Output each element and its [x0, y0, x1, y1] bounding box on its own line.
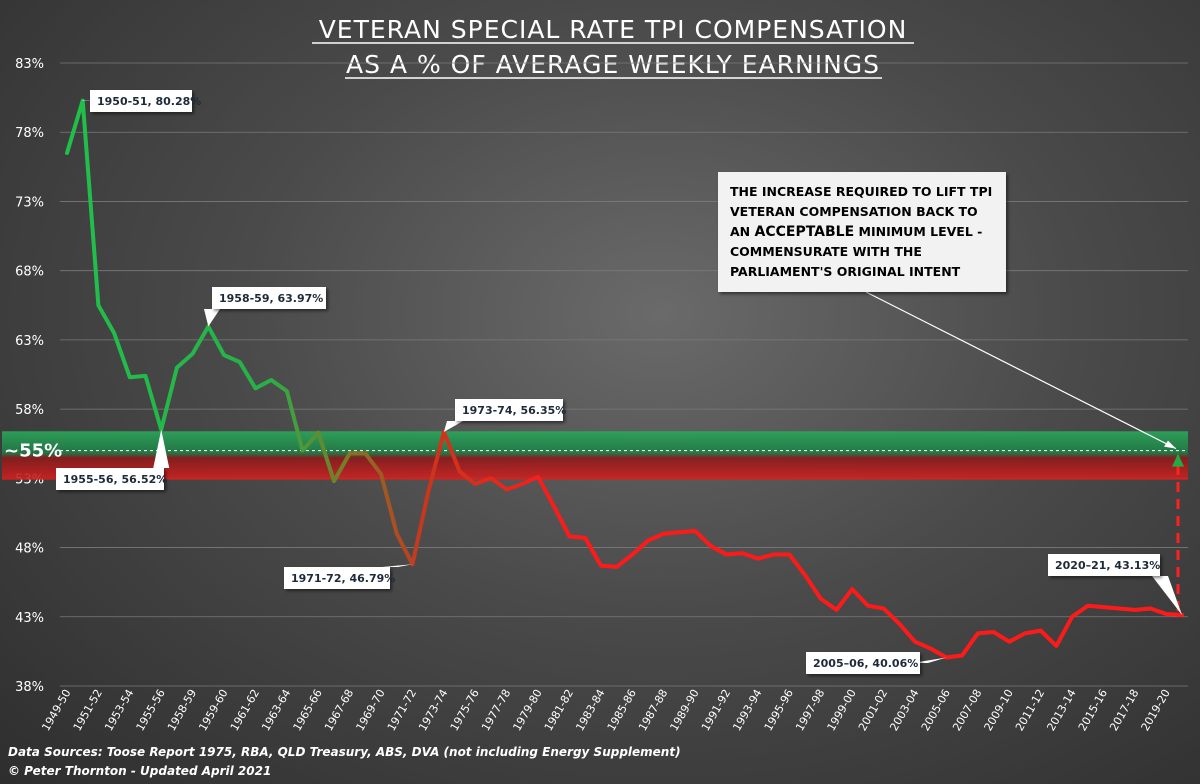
y-tick-label: 38% — [15, 680, 44, 695]
y-tick-label: 48% — [15, 542, 44, 557]
chart-title-line-1: VETERAN SPECIAL RATE TPI COMPENSATION — [319, 15, 908, 44]
note-box-line-3: AN ACCEPTABLE MINIMUM LEVEL - — [730, 224, 982, 240]
callout: 1950-51, 80.28% — [82, 90, 201, 112]
callout-box — [806, 652, 920, 674]
x-tick-label: 2013-14 — [1044, 687, 1078, 733]
callout-box — [455, 399, 563, 421]
x-tick-label: 1985-86 — [605, 687, 639, 733]
x-tick-label: 2017-18 — [1107, 687, 1141, 733]
x-tick-label: 2003-04 — [887, 687, 921, 733]
x-tick-label: 1961-62 — [228, 687, 262, 733]
callout-pointer — [1152, 576, 1182, 615]
x-tick-label: 1995-96 — [762, 687, 796, 733]
note-box-line-3-pre: AN — [730, 224, 755, 239]
x-tick-label: 2001-02 — [856, 687, 890, 733]
x-tick-label: 1953-54 — [102, 687, 136, 733]
x-tick-label: 1969-70 — [353, 687, 387, 733]
series-line — [65, 98, 1184, 660]
x-tick-label: 1951-52 — [71, 687, 105, 733]
y-tick-label: 83% — [15, 57, 44, 72]
x-tick-label: 1949-50 — [39, 687, 73, 733]
callout-label: 1971-72, 46.79% — [291, 572, 395, 585]
callout-pointer — [382, 564, 413, 567]
x-tick-label: 1997-98 — [793, 687, 827, 733]
x-tick-label: 2005-06 — [919, 687, 953, 733]
callout-box — [212, 287, 326, 309]
note-box-line-3-bold: ACCEPTABLE — [755, 224, 855, 240]
callout-label: 1955-56, 56.52% — [63, 473, 167, 486]
note-box-line-2: VETERAN COMPENSATION BACK TO — [730, 204, 978, 219]
callout: 2005–06, 40.06% — [806, 652, 947, 674]
y-tick-label: 43% — [15, 611, 44, 626]
chart-title-line-2: AS A % OF AVERAGE WEEKLY EARNINGS — [346, 50, 880, 79]
x-tick-label: 1983-84 — [573, 687, 607, 733]
callout-pointer — [153, 429, 170, 468]
y-tick-label: 58% — [15, 403, 44, 418]
x-tick-label: 1991-92 — [699, 687, 733, 733]
callout-box — [1048, 554, 1160, 576]
callout-box — [284, 567, 390, 589]
callout-label: 2020–21, 43.13% — [1055, 559, 1160, 572]
band-center-label: ~55% — [4, 441, 62, 462]
callout-label: 2005–06, 40.06% — [813, 657, 918, 670]
callout: 1973-74, 56.35% — [443, 399, 566, 432]
data-sources: Data Sources: Toose Report 1975, RBA, QL… — [8, 745, 681, 759]
x-tick-label: 1979-80 — [510, 687, 544, 733]
note-box-line-4: COMMENSURATE WITH THE — [730, 244, 922, 259]
callout-pointer — [912, 657, 947, 663]
y-tick-label: 73% — [15, 195, 44, 210]
acceptable-band — [2, 431, 1188, 480]
x-tick-label: 1963-64 — [259, 687, 293, 733]
x-tick-label: 1981-82 — [542, 687, 576, 733]
x-tick-label: 1987-88 — [636, 687, 670, 733]
increase-arrow-head — [1172, 453, 1184, 467]
x-tick-label: 2019-20 — [1139, 687, 1173, 733]
callout-box — [56, 468, 164, 490]
x-tick-label: 1971-72 — [385, 687, 419, 733]
gridlines — [60, 62, 1188, 687]
x-tick-label: 1965-66 — [291, 687, 325, 733]
callout-box — [90, 90, 192, 112]
x-tick-label: 2011-12 — [1013, 687, 1047, 733]
x-tick-label: 1955-56 — [134, 687, 168, 733]
note-box-line-3-post: MINIMUM LEVEL - — [854, 224, 982, 239]
x-tick-label: 1959-60 — [196, 687, 230, 733]
callout-label: 1973-74, 56.35% — [462, 404, 566, 417]
callout: 1958-59, 63.97% — [204, 287, 326, 327]
note-box-line-1: THE INCREASE REQUIRED TO LIFT TPI — [730, 184, 992, 199]
x-tick-label: 1989-90 — [668, 687, 702, 733]
x-tick-label: 2009-10 — [982, 687, 1016, 733]
x-tick-label: 1977-78 — [479, 687, 513, 733]
callout-pointer — [443, 421, 463, 432]
callout: 1955-56, 56.52% — [56, 429, 170, 490]
x-tick-label: 1967-68 — [322, 687, 356, 733]
copyright: © Peter Thornton - Updated April 2021 — [8, 764, 271, 778]
x-tick-label: 1973-74 — [416, 687, 450, 733]
x-tick-label: 1975-76 — [448, 687, 482, 733]
note-box-line-5: PARLIAMENT'S ORIGINAL INTENT — [730, 264, 961, 279]
x-tick-label: 1993-94 — [730, 687, 764, 733]
y-tick-label: 68% — [15, 265, 44, 280]
y-tick-label: 78% — [15, 126, 44, 141]
note-pointer-line — [865, 291, 1177, 450]
x-tick-label: 1958-59 — [165, 687, 199, 733]
note-box — [718, 172, 1006, 292]
callouts: 1950-51, 80.28% 1958-59, 63.97% 1955-56, 5… — [56, 90, 1182, 674]
note-pointer-head — [1164, 440, 1176, 449]
x-axis-ticks: 1949-501951-521953-541955-561958-591959-… — [39, 687, 1173, 733]
x-tick-label: 2015-16 — [1076, 687, 1110, 733]
x-tick-label: 1999-00 — [825, 687, 859, 733]
callout-pointer — [204, 309, 220, 327]
y-tick-label: 63% — [15, 334, 44, 349]
callout-label: 1950-51, 80.28% — [97, 95, 201, 108]
y-axis-ticks: 38%43%48%53%58%63%68%73%78%83% — [15, 57, 44, 695]
x-tick-label: 2007-08 — [950, 687, 984, 733]
callout: 1971-72, 46.79% — [284, 564, 413, 589]
callout-label: 1958-59, 63.97% — [219, 292, 323, 305]
series-points — [66, 99, 1183, 658]
callout: 2020–21, 43.13% — [1048, 554, 1182, 615]
